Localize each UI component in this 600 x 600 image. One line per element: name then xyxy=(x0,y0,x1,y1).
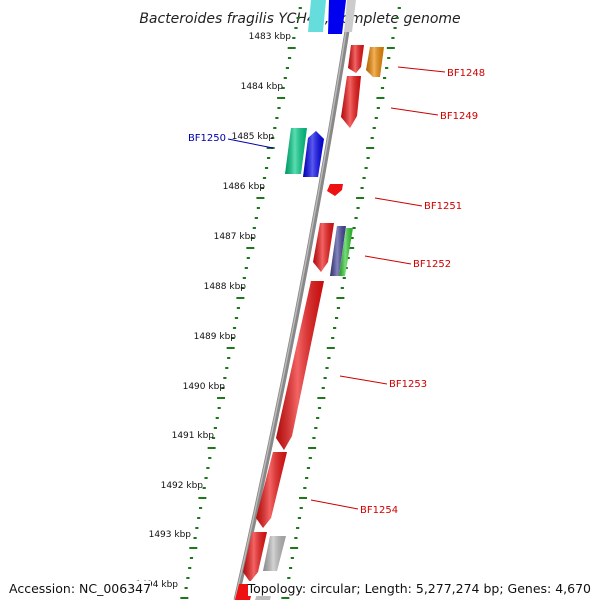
gene-labels: BF1248 BF1249 BF1250 BF1251 BF1252 BF125… xyxy=(188,68,485,516)
gene-arrow-bf1251 xyxy=(327,184,343,196)
genome-backbone-highlight xyxy=(234,0,352,600)
gene-label-bf1253[interactable]: BF1253 xyxy=(389,379,427,390)
leader-line-bf1250 xyxy=(227,138,274,149)
leader-line-bf1252 xyxy=(364,255,412,265)
kbp-label: 1492 kbp xyxy=(161,481,204,491)
gene-features xyxy=(235,0,384,600)
kbp-label: 1487 kbp xyxy=(214,232,257,242)
kbp-label: 1486 kbp xyxy=(223,182,266,192)
gene-label-bf1250[interactable]: BF1250 xyxy=(188,133,226,144)
kbp-scale: 1483 kbp 1484 kbp 1485 kbp 1486 kbp 1487… xyxy=(136,32,292,590)
kbp-label: 1490 kbp xyxy=(183,382,226,392)
gene-label-bf1248[interactable]: BF1248 xyxy=(447,68,485,79)
kbp-label: 1494 kbp xyxy=(136,580,179,590)
leader-line-bf1249 xyxy=(390,107,439,116)
gene-arrow-gray-top xyxy=(344,0,356,32)
gene-arrow-cyan xyxy=(308,0,326,32)
gene-label-bf1254[interactable]: BF1254 xyxy=(360,505,398,516)
leader-line-bf1251 xyxy=(374,197,423,207)
gene-label-bf1252[interactable]: BF1252 xyxy=(413,259,451,270)
leader-lines xyxy=(227,66,446,510)
kbp-label: 1493 kbp xyxy=(149,530,192,540)
position-ruler-right xyxy=(281,7,401,599)
accession-text: Accession: NC_006347 xyxy=(9,581,152,596)
map-title: Bacteroides fragilis YCH46, complete gen… xyxy=(139,11,460,27)
kbp-label: 1485 kbp xyxy=(232,132,275,142)
leader-line-bf1253 xyxy=(339,375,388,385)
gene-label-bf1249[interactable]: BF1249 xyxy=(440,111,478,122)
gene-arrow-blue-top xyxy=(328,0,346,34)
kbp-label: 1491 kbp xyxy=(172,431,215,441)
kbp-label: 1483 kbp xyxy=(249,32,292,42)
topology-text: Topology: circular; Length: 5,277,274 bp… xyxy=(247,581,591,596)
leader-line-bf1254 xyxy=(310,499,359,510)
genome-backbone xyxy=(233,0,355,600)
position-ruler-left xyxy=(180,7,302,599)
kbp-label: 1489 kbp xyxy=(194,332,237,342)
gene-label-bf1251[interactable]: BF1251 xyxy=(424,201,462,212)
kbp-label: 1484 kbp xyxy=(241,82,284,92)
kbp-label: 1488 kbp xyxy=(204,282,247,292)
leader-line-bf1248 xyxy=(397,66,446,73)
